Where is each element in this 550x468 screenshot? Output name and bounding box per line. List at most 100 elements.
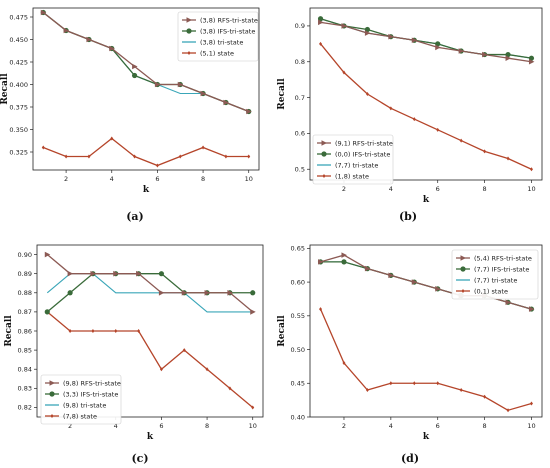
data-point xyxy=(435,41,441,47)
data-point xyxy=(412,117,416,122)
data-point xyxy=(114,329,118,333)
data-point xyxy=(506,408,510,413)
data-point xyxy=(435,44,441,51)
data-point xyxy=(341,259,347,265)
legend: (3,8) RFS-tri-state (3,8) IFS-tri-state (3… xyxy=(177,11,259,62)
x-tick-label: 2 xyxy=(64,175,68,183)
data-point xyxy=(246,108,252,115)
data-point xyxy=(341,252,347,258)
data-point xyxy=(528,58,535,65)
plot-frame xyxy=(309,7,543,181)
y-tick-label: 0.6 xyxy=(295,130,305,138)
y-tick-label: 0.9 xyxy=(295,22,305,30)
data-point xyxy=(41,145,45,150)
x-axis-label: k xyxy=(423,195,430,205)
series-line xyxy=(320,43,532,170)
legend-entry: (3,3) IFS-tri-state xyxy=(63,390,118,398)
x-tick-label: 6 xyxy=(436,185,440,193)
data-point xyxy=(87,154,91,159)
data-point xyxy=(67,270,74,277)
legend-marker xyxy=(49,391,55,397)
legend-box xyxy=(40,374,122,425)
y-tick-label: 0.83 xyxy=(18,385,32,393)
legend-entry: (9,8) tri-state xyxy=(63,401,106,409)
data-point xyxy=(342,70,346,75)
data-point xyxy=(64,154,68,159)
x-tick-label: 6 xyxy=(436,422,440,430)
data-point xyxy=(86,36,92,43)
series-line xyxy=(42,11,249,113)
data-point xyxy=(364,26,371,33)
data-point xyxy=(528,306,535,312)
chart-panel: 2 4 6 8 10 0.40 0.45 0.50 0.55 0.60 0.65 k Recall (5,… xyxy=(277,244,543,465)
data-point xyxy=(435,286,441,292)
data-point xyxy=(365,388,369,393)
y-tick-label: 0.425 xyxy=(9,58,28,66)
x-tick-label: 10 xyxy=(245,175,253,183)
chart-panel: 2 4 6 8 10 0.5 0.6 0.7 0.8 0.9 k Recall (9,1) RFS-tr… xyxy=(277,7,543,223)
legend-box xyxy=(312,134,394,185)
x-tick-label: 4 xyxy=(110,175,114,183)
y-tick-label: 0.450 xyxy=(9,36,28,44)
panel-label: (d) xyxy=(401,452,419,465)
y-tick-label: 0.60 xyxy=(291,278,305,286)
data-point xyxy=(482,51,488,58)
data-point xyxy=(389,381,393,386)
data-point xyxy=(459,388,463,393)
legend-entry: (7,8) state xyxy=(63,412,97,420)
y-tick-label: 0.8 xyxy=(295,58,305,66)
data-point xyxy=(90,270,96,277)
x-tick-label: 4 xyxy=(389,422,393,430)
y-tick-label: 0.325 xyxy=(9,148,28,156)
data-point xyxy=(365,92,369,96)
plot-frame xyxy=(309,244,543,418)
y-tick-label: 0.350 xyxy=(9,126,28,134)
data-point xyxy=(342,361,346,366)
data-point xyxy=(44,309,50,315)
legend-entry: (1,8) state xyxy=(335,172,369,180)
data-point xyxy=(341,23,347,29)
legend-marker xyxy=(321,151,327,157)
y-tick-label: 0.90 xyxy=(18,251,32,259)
x-tick-label: 10 xyxy=(249,422,257,430)
legend-entry: (7,7) IFS-tri-state xyxy=(474,265,529,273)
data-point xyxy=(40,9,47,16)
legend-marker xyxy=(186,17,192,23)
data-point xyxy=(182,348,186,353)
data-point xyxy=(228,386,232,391)
y-tick-label: 0.65 xyxy=(291,245,305,253)
legend-marker xyxy=(50,414,54,418)
x-tick-label: 8 xyxy=(483,185,487,193)
data-point xyxy=(505,55,512,61)
panel-label: (a) xyxy=(126,210,144,223)
data-point xyxy=(436,381,440,386)
data-point xyxy=(110,136,114,141)
data-point xyxy=(223,99,229,106)
data-point xyxy=(459,138,463,143)
series-line xyxy=(46,311,254,408)
y-tick-label: 0.55 xyxy=(291,312,305,320)
chart-panel: 2 4 6 8 10 0.82 0.83 0.84 0.85 0.86 0.87 0.88 0.89 0.… xyxy=(4,244,264,465)
y-tick-label: 0.7 xyxy=(295,94,305,102)
data-point xyxy=(155,163,159,168)
data-point xyxy=(318,259,324,265)
legend-marker xyxy=(322,174,326,178)
y-tick-label: 0.85 xyxy=(18,346,32,354)
data-point xyxy=(68,329,72,333)
data-point xyxy=(411,37,418,44)
y-tick-label: 0.89 xyxy=(18,270,32,278)
data-point xyxy=(131,72,138,79)
legend-marker xyxy=(461,289,465,293)
data-point xyxy=(388,272,394,279)
series-line xyxy=(319,308,532,411)
data-point xyxy=(318,19,324,26)
legend-entry: (0,1) state xyxy=(474,287,508,295)
data-point xyxy=(204,289,211,296)
data-point xyxy=(528,55,535,61)
data-point xyxy=(91,329,95,333)
data-point xyxy=(458,48,465,54)
legend: (9,1) RFS-tri-state (0,0) IFS-tri-state (7… xyxy=(312,134,394,185)
legend-marker xyxy=(186,28,192,34)
data-point xyxy=(250,290,256,296)
x-axis-label: k xyxy=(143,185,150,195)
